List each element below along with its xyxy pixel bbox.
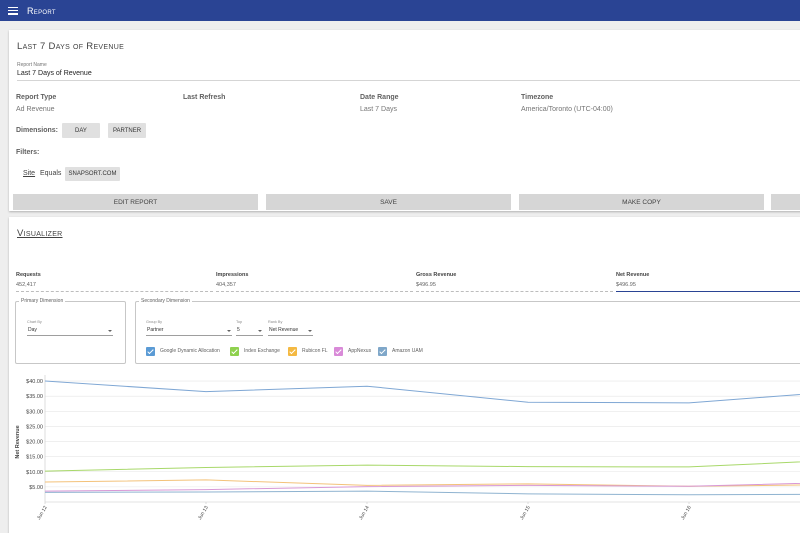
visualizer-card: Visualizer Requests 452,417 Impressions … [9,217,800,533]
partner-checkbox-label: Google Dynamic Allocation [160,348,220,354]
series-line-google-dynamic-allocation [44,380,800,404]
chevron-down-icon [308,330,312,332]
metric-tab-gross-revenue[interactable]: Gross Revenue $496.95 [416,272,613,292]
metric-tab-impressions[interactable]: Impressions 404,357 [216,272,413,292]
partner-checkbox-label: AppNexus [348,348,372,354]
metric-underline [616,291,800,292]
partner-checkbox-index-exchange[interactable]: Index Exchange [230,346,280,356]
rank-by-value: Net Revenue [269,327,299,333]
timezone-label: Timezone [521,94,554,101]
checkbox-checked-icon [288,346,297,356]
x-tick-label: Jun 13 [197,505,210,521]
chart-by-value: Day [28,327,37,333]
y-tick-label: $10.00 [26,470,43,476]
top-select[interactable]: 5 [236,326,263,336]
more-action-button[interactable] [771,194,800,210]
secondary-dimension-panel: Secondary Dimension Group By Partner Top… [135,298,800,364]
partner-checkbox-amazon-uam[interactable]: Amazon UAM [378,346,423,356]
report-name-underline [17,80,800,81]
metric-tab-net-revenue[interactable]: Net Revenue $496.95 [616,272,800,292]
edit-report-button[interactable]: Edit Report [13,194,258,210]
x-tick-label: Jun 12 [36,505,49,521]
menu-icon[interactable] [8,6,18,15]
chart-by-select[interactable]: Day [27,326,113,336]
metric-tab-requests[interactable]: Requests 452,417 [16,272,213,292]
secondary-dimension-legend: Secondary Dimension [139,298,192,304]
report-type-label: Report Type [16,94,57,101]
chart-by-label: Chart By [27,320,42,324]
rank-by-label: Rank By [268,320,283,324]
dimensions-label: Dimensions: [16,127,59,134]
primary-dimension-legend: Primary Dimension [19,298,66,304]
x-tick-label: Jun 15 [519,505,532,521]
metric-underline [16,291,213,292]
metric-value: 404,357 [216,282,236,288]
visualizer-title[interactable]: Visualizer [17,228,63,239]
metric-label: Requests [16,272,41,278]
x-tick-label: Jun 14 [358,505,371,521]
filter-value-chip[interactable]: snapsort.com [65,167,120,181]
metric-underline [416,291,613,292]
y-tick-label: $25.00 [26,424,43,430]
series-line-appnexus [44,482,800,492]
save-button[interactable]: Save [266,194,511,210]
dimension-chip-partner[interactable]: Partner [108,123,146,138]
date-range-label: Date Range [360,94,399,101]
report-card: Last 7 Days of Revenue Report Name Last … [9,30,800,211]
report-name-input[interactable]: Last 7 Days of Revenue [17,70,92,77]
x-tick-label: Jun 16 [680,505,693,521]
filters-label: Filters: [16,149,40,156]
series-line-amazon-uam [44,490,800,496]
make-copy-button[interactable]: Make Copy [519,194,764,210]
top-value: 5 [237,327,240,333]
app-bar: Report [0,0,800,21]
partner-checkbox-label: Rubicon FL [302,348,328,354]
metric-label: Gross Revenue [416,272,457,278]
metric-value: $496.95 [416,282,436,288]
y-tick-label: $20.00 [26,440,43,446]
y-axis-label: Net Revenue [15,425,21,458]
y-tick-label: $35.00 [26,394,43,400]
metric-label: Impressions [216,272,249,278]
dimension-chip-day[interactable]: Day [62,123,100,138]
series-line-rubicon-fl [44,479,800,487]
filter-operator: Equals [40,170,62,177]
checkbox-checked-icon [334,346,343,356]
partner-checkbox-label: Index Exchange [244,348,280,354]
report-type-value: Ad Revenue [16,106,55,113]
checkbox-checked-icon [230,346,239,356]
y-tick-label: $5.00 [29,485,43,491]
partner-checkbox-rubicon-fl[interactable]: Rubicon FL [288,346,328,356]
chevron-down-icon [227,330,231,332]
rank-by-select[interactable]: Net Revenue [268,326,313,336]
partner-checkbox-label: Amazon UAM [392,348,423,354]
top-label: Top [236,320,243,324]
app-title: Report [27,5,56,16]
net-revenue-line-chart: Net Revenue $40.00 $35.00 $30.00 $25.00 $20.… [15,375,800,521]
y-tick-label: $30.00 [26,409,43,415]
group-by-select[interactable]: Partner [146,326,232,336]
group-by-label: Group By [146,320,163,324]
partner-checkbox-appnexus[interactable]: AppNexus [334,346,371,356]
primary-dimension-panel: Primary Dimension Chart By Day [15,298,126,364]
report-name-label: Report Name [17,62,47,68]
chevron-down-icon [258,330,262,332]
group-by-value: Partner [147,327,164,333]
y-tick-label: $15.00 [26,455,43,461]
metric-value: 452,417 [16,282,36,288]
chevron-down-icon [108,330,112,332]
metric-label: Net Revenue [616,272,650,278]
last-refresh-label: Last Refresh [183,94,226,101]
date-range-value: Last 7 Days [360,106,397,113]
filter-field-link[interactable]: Site [23,170,36,177]
partner-checkbox-google-dynamic-allocation[interactable]: Google Dynamic Allocation [146,346,220,356]
report-title: Last 7 Days of Revenue [17,41,125,52]
series-line-index-exchange [44,461,800,472]
checkbox-checked-icon [146,346,155,356]
timezone-value: America/Toronto (UTC-04:00) [521,106,613,113]
y-tick-label: $40.00 [26,379,43,385]
metric-value: $496.95 [616,282,636,288]
metric-underline [216,291,413,292]
checkbox-checked-icon [378,346,387,356]
